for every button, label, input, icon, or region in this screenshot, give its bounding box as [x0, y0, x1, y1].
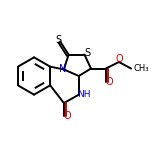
Text: S: S: [55, 35, 61, 45]
Text: N: N: [59, 64, 67, 74]
Text: O: O: [64, 111, 71, 121]
Text: NH: NH: [77, 90, 90, 99]
Text: O: O: [106, 77, 113, 87]
Text: S: S: [84, 48, 90, 58]
Text: CH₃: CH₃: [134, 64, 149, 73]
Text: O: O: [115, 54, 123, 64]
